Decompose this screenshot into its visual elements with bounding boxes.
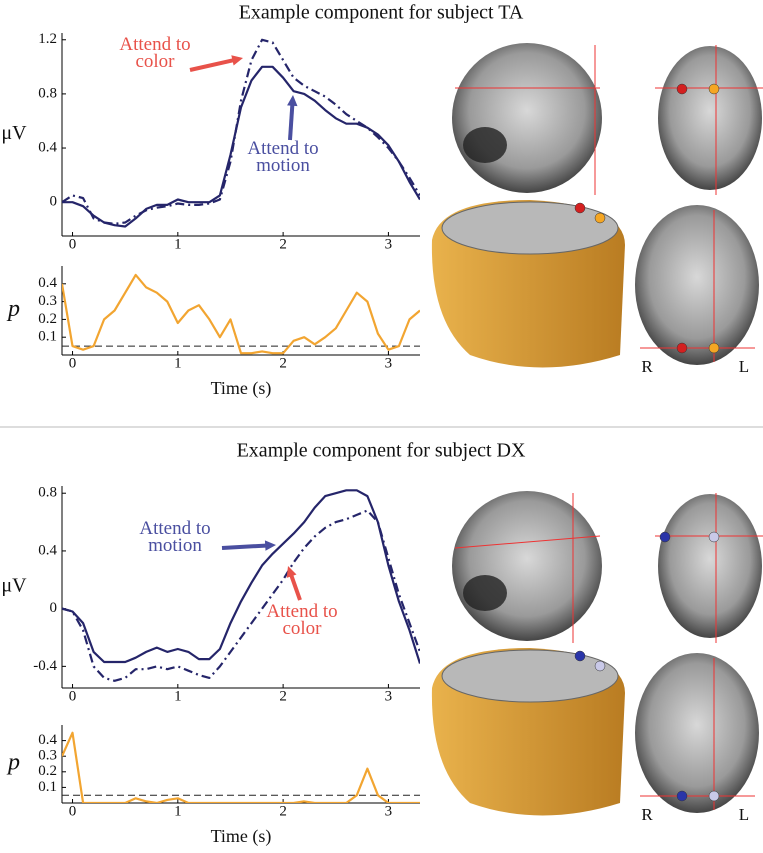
- y-tick-label: 0: [50, 194, 58, 210]
- source-dot: [574, 202, 586, 214]
- source-dot: [574, 650, 586, 662]
- x-tick-label: 0: [69, 803, 77, 819]
- x-tick-label: 1: [174, 236, 182, 252]
- annotation-arrowhead: [286, 566, 297, 578]
- sagittal-slice: [452, 491, 602, 641]
- source-dot: [676, 83, 688, 95]
- y-tick-label: 0.4: [38, 542, 57, 558]
- sagittal-slice: [452, 43, 602, 193]
- y-tick-label: 0.4: [38, 275, 57, 291]
- y-tick-label: -0.4: [33, 658, 57, 674]
- x-tick-label: 2: [279, 688, 287, 704]
- x-tick-label: 0: [69, 236, 77, 252]
- y-axis-label: μV: [1, 122, 27, 144]
- y-tick-label: 0.4: [38, 139, 57, 155]
- source-dot: [708, 790, 720, 802]
- annotation-arrowhead: [287, 95, 298, 107]
- source-dot: [594, 212, 606, 224]
- legend-label: Attend to motion: [139, 520, 211, 556]
- y-tick-label: 0.4: [38, 732, 57, 748]
- x-tick-label: 2: [279, 803, 287, 819]
- annotation: Attend to motion: [247, 140, 319, 176]
- coronal-slice: [658, 494, 762, 638]
- source-dot: [708, 531, 720, 543]
- x-tick-label: 3: [385, 803, 393, 819]
- x-tick-label: 0: [69, 355, 77, 371]
- annotation: Attend to color: [119, 36, 191, 72]
- source-dot: [659, 531, 671, 543]
- x-tick-label: 1: [174, 355, 182, 371]
- y-tick-label: 0.8: [38, 85, 57, 101]
- axial-slice: [635, 205, 759, 365]
- head-top-slice: [441, 201, 619, 255]
- side-label: L: [739, 805, 749, 824]
- annotation-arrow: [288, 102, 295, 141]
- series-line: [62, 489, 420, 664]
- source-dot: [676, 790, 688, 802]
- x-tick-label: 3: [385, 688, 393, 704]
- x-axis-label: Time (s): [211, 826, 272, 847]
- crosshair: [454, 535, 601, 549]
- side-label: L: [739, 357, 749, 376]
- x-tick-label: 1: [174, 688, 182, 704]
- y-tick-label: 0.1: [38, 779, 57, 795]
- sagittal-dark: [463, 127, 507, 163]
- y-tick-label: 0.2: [38, 763, 57, 779]
- annotation: Attend to motion: [139, 520, 211, 556]
- source-dot: [594, 660, 606, 672]
- y-axis-label: μV: [1, 575, 27, 597]
- annotation: Attend to color: [266, 603, 338, 639]
- x-tick-label: 3: [385, 355, 393, 371]
- y-tick-label: 1.2: [38, 31, 57, 47]
- y-axis-label: p: [6, 750, 20, 776]
- brain-images: [431, 43, 763, 816]
- x-tick-label: 0: [69, 688, 77, 704]
- coronal-slice: [658, 46, 762, 190]
- y-tick-label: 0.1: [38, 329, 57, 345]
- legend-label: Attend to color: [119, 36, 191, 72]
- side-label: R: [641, 805, 653, 824]
- annotation-arrow: [189, 57, 236, 72]
- sagittal-dark: [463, 575, 507, 611]
- source-dot: [676, 342, 688, 354]
- annotation-arrow: [288, 572, 302, 601]
- y-tick-label: 0.3: [38, 748, 57, 764]
- y-tick-label: 0.2: [38, 311, 57, 327]
- y-axis-label: p: [6, 296, 20, 322]
- series-line: [62, 65, 420, 228]
- x-tick-label: 3: [385, 236, 393, 252]
- series-line: [62, 273, 420, 355]
- panel-title: Example component for subject DX: [237, 440, 526, 462]
- panel-title: Example component for subject TA: [239, 2, 524, 24]
- series-line: [62, 731, 420, 803]
- source-dot: [708, 83, 720, 95]
- axial-slice: [635, 653, 759, 813]
- annotation-arrowhead: [231, 55, 243, 66]
- x-tick-label: 1: [174, 803, 182, 819]
- head-top-slice: [441, 649, 619, 703]
- source-dot: [708, 342, 720, 354]
- series-line: [62, 509, 420, 682]
- annotation-arrow: [221, 543, 269, 550]
- series-line: [62, 38, 420, 225]
- y-tick-label: 0: [50, 600, 58, 616]
- annotation-arrowhead: [264, 540, 276, 551]
- x-tick-label: 2: [279, 355, 287, 371]
- y-tick-label: 0.3: [38, 293, 57, 309]
- x-axis-label: Time (s): [211, 378, 272, 399]
- legend-label: Attend to motion: [247, 140, 319, 176]
- side-label: R: [641, 357, 653, 376]
- x-tick-label: 2: [279, 236, 287, 252]
- y-tick-label: 0.8: [38, 485, 57, 501]
- legend-label: Attend to color: [266, 603, 338, 639]
